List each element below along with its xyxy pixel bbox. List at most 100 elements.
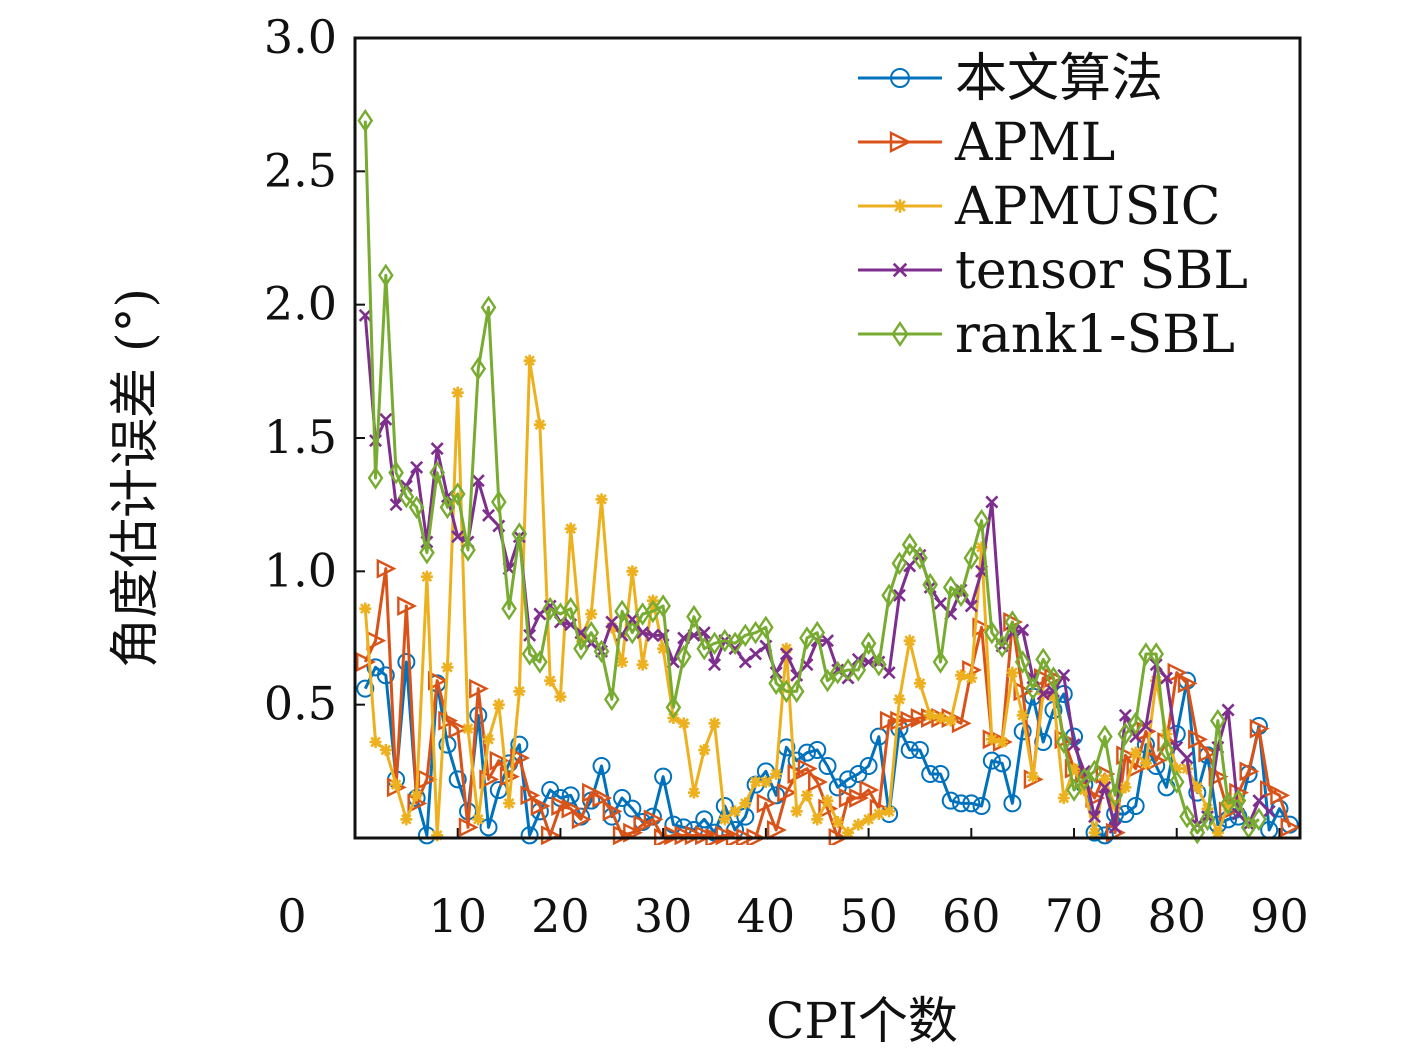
data-point [571,809,592,830]
x-tick-label: 70 [1045,889,1104,943]
data-point [972,617,993,638]
data-point [1209,708,1226,733]
legend-marker [890,68,910,88]
data-point [975,541,988,554]
data-point [1180,751,1194,765]
data-point [503,797,516,810]
data-point [1016,623,1030,637]
data-point [944,714,957,727]
data-point [397,653,416,671]
data-point [728,642,742,656]
data-point [1013,681,1034,702]
data-point [408,495,425,520]
data-point [520,826,539,845]
data-point [1150,674,1163,687]
data-point [633,814,654,835]
data-point [605,621,618,634]
data-point [1098,780,1112,794]
data-point [1035,647,1052,672]
data-point [1086,759,1103,784]
data-point [1177,673,1198,694]
data-point [933,596,948,610]
data-point [419,540,435,565]
legend-marker [892,262,908,278]
legend-marker [893,199,907,213]
data-point [1085,823,1104,842]
data-point [427,670,448,691]
data-point [883,805,896,818]
data-point [984,620,1000,645]
data-point [592,788,613,808]
data-point [1096,724,1113,749]
data-point [521,642,538,666]
data-point [758,615,774,640]
data-point [1252,794,1266,808]
data-point [530,796,551,816]
data-point [439,495,456,520]
data-point [583,620,600,645]
data-point [931,765,950,783]
data-point [1088,810,1102,824]
axis-ticks [355,37,1281,838]
data-point [438,710,459,731]
series-1 [356,558,1301,845]
data-point [646,628,660,642]
data-point [1098,773,1111,786]
data-point [469,678,489,699]
data-point [499,766,520,787]
data-point [636,658,649,671]
data-point [1221,703,1235,717]
data-point [912,546,928,570]
series-line [363,660,1291,837]
data-point [993,754,1012,773]
data-point [942,575,959,600]
data-point [398,484,415,509]
legend-label: APMUSIC [954,177,1221,237]
data-point [501,596,517,621]
data-point [482,733,495,746]
data-point [1188,729,1208,750]
data-point [859,780,880,800]
data-point [787,764,808,784]
data-point [431,829,444,842]
data-point [480,295,497,320]
data-point [838,788,859,808]
data-point [490,490,507,514]
data-point [410,789,423,802]
data-point [551,796,572,816]
data-point [367,466,384,490]
data-point [603,687,620,712]
data-point [1129,746,1142,759]
data-point [852,818,865,831]
data-point [913,677,926,690]
x-tick-label: 30 [634,889,693,943]
data-point [716,628,733,653]
data-point [1107,783,1123,808]
x-tick-label: 80 [1147,889,1206,943]
data-point [643,809,664,830]
data-point [1159,671,1173,685]
data-point [585,608,598,620]
data-point [800,789,813,802]
data-point [1126,797,1145,815]
data-point [470,356,487,381]
data-point [511,522,528,546]
data-point [809,620,826,645]
data-point [686,604,702,629]
data-point [727,631,743,656]
data-point [738,655,752,669]
data-point [985,495,999,509]
x-tick-label: 50 [839,889,898,943]
data-point [820,634,835,648]
data-point [448,770,467,789]
data-point [779,647,793,661]
data-point [964,599,978,613]
data-point [859,757,878,775]
data-point [770,768,783,780]
data-point [605,615,619,629]
data-point [654,767,673,786]
data-point [962,794,981,813]
data-point [1003,794,1022,813]
data-point [636,626,650,640]
data-point [996,736,1009,748]
